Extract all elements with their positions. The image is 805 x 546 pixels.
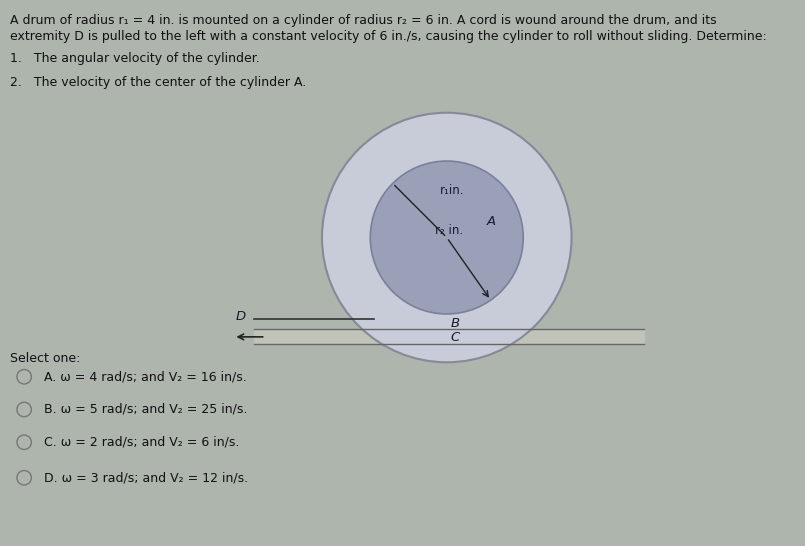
Ellipse shape [17,370,31,384]
Text: A drum of radius r₁ = 4 in. is mounted on a cylinder of radius r₂ = 6 in. A cord: A drum of radius r₁ = 4 in. is mounted o… [10,14,716,27]
Text: D: D [235,310,246,323]
Text: Select one:: Select one: [10,352,80,365]
Ellipse shape [17,402,31,417]
Ellipse shape [17,471,31,485]
Ellipse shape [17,435,31,449]
Text: C: C [450,331,460,345]
Text: A. ω = 4 rad/s; and V₂ = 16 in/s.: A. ω = 4 rad/s; and V₂ = 16 in/s. [44,370,247,383]
Text: r₂ in.: r₂ in. [435,224,463,237]
Text: C. ω = 2 rad/s; and V₂ = 6 in/s.: C. ω = 2 rad/s; and V₂ = 6 in/s. [44,436,240,449]
Text: r₁in.: r₁in. [440,183,464,197]
Ellipse shape [370,161,523,314]
Text: A: A [487,215,496,228]
Text: B. ω = 5 rad/s; and V₂ = 25 in/s.: B. ω = 5 rad/s; and V₂ = 25 in/s. [44,403,248,416]
Ellipse shape [322,112,572,363]
Text: 1.   The angular velocity of the cylinder.: 1. The angular velocity of the cylinder. [10,52,259,65]
Text: D. ω = 3 rad/s; and V₂ = 12 in/s.: D. ω = 3 rad/s; and V₂ = 12 in/s. [44,471,249,484]
Text: 2.   The velocity of the center of the cylinder A.: 2. The velocity of the center of the cyl… [10,76,306,90]
Text: B: B [450,317,460,330]
Bar [254,329,644,344]
Text: extremity D is pulled to the left with a constant velocity of 6 in./s, causing t: extremity D is pulled to the left with a… [10,30,766,43]
